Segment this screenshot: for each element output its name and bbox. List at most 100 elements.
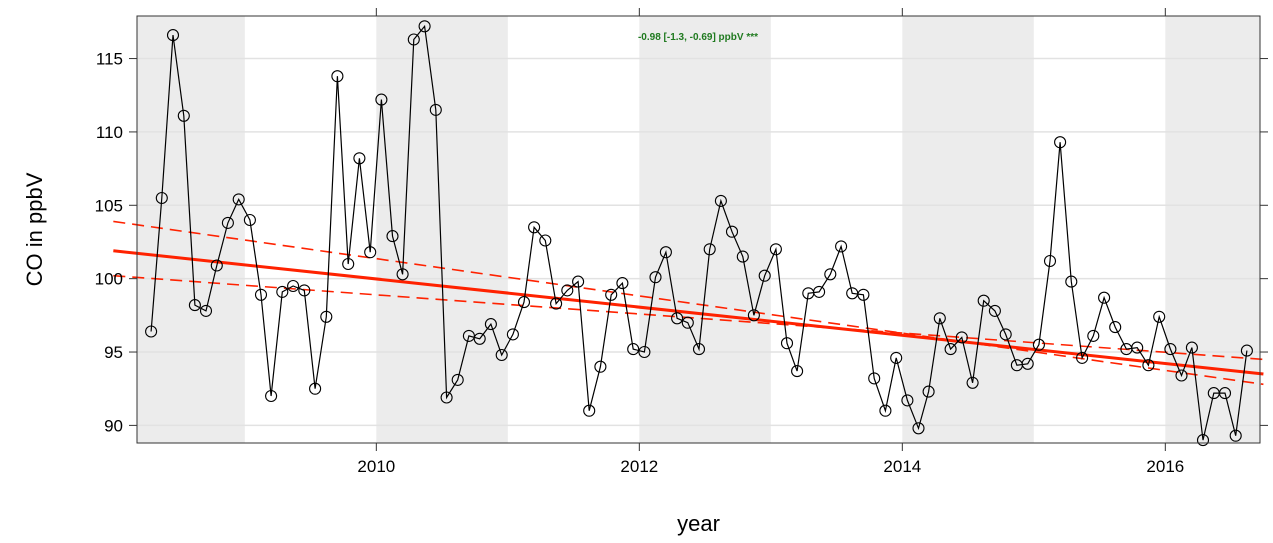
data-point	[999, 328, 1012, 341]
data-point	[747, 309, 760, 322]
year-shade	[902, 16, 1034, 443]
data-point	[561, 284, 574, 297]
data-point	[912, 422, 925, 435]
data-point	[243, 213, 256, 227]
data-point	[232, 193, 245, 206]
data-point	[769, 243, 782, 256]
data-point	[451, 373, 464, 386]
data-point	[298, 284, 311, 297]
data-point	[692, 343, 706, 356]
data-point	[386, 230, 399, 243]
data-point	[638, 345, 651, 359]
data-point	[1131, 341, 1144, 354]
year-shade	[639, 16, 771, 443]
data-point	[758, 269, 771, 282]
data-point	[1098, 291, 1111, 304]
data-point	[1185, 341, 1198, 354]
y-tick-label: 100	[95, 270, 123, 289]
data-point	[583, 404, 596, 417]
data-point	[977, 294, 990, 307]
data-point	[528, 221, 541, 234]
y-axis-ticks: 90 95 100 105 110 115	[95, 50, 1268, 435]
data-point	[966, 376, 979, 389]
data-point	[473, 332, 486, 345]
data-point	[1218, 387, 1232, 400]
data-point	[539, 234, 552, 247]
data-point	[440, 391, 453, 404]
data-point	[671, 312, 684, 325]
data-point	[714, 194, 727, 207]
data-point	[933, 312, 946, 325]
data-point	[155, 191, 168, 205]
data-point	[199, 304, 213, 317]
data-point	[1043, 254, 1057, 268]
data-point	[857, 288, 870, 301]
data-point	[627, 343, 640, 356]
data-point	[342, 257, 355, 271]
data-point	[988, 304, 1001, 317]
x-tick-label: 2016	[1146, 457, 1184, 476]
data-point	[506, 328, 519, 341]
data-point	[287, 279, 300, 293]
x-tick-label: 2010	[357, 457, 395, 476]
data-point	[221, 216, 234, 229]
y-axis-title: CO in ppbV	[22, 172, 47, 286]
data-point	[824, 268, 837, 281]
data-point	[879, 404, 892, 417]
data-point	[1032, 338, 1045, 351]
data-point	[649, 271, 662, 284]
y-tick-label: 110	[96, 123, 123, 142]
data-point	[188, 299, 201, 312]
year-shade	[1165, 16, 1260, 443]
data-point	[605, 288, 618, 301]
data-point	[145, 325, 158, 338]
data-point	[659, 246, 672, 259]
data-point	[407, 33, 420, 46]
series-co	[145, 20, 1253, 447]
data-point	[1109, 321, 1122, 334]
data-point	[1065, 275, 1078, 288]
data-point	[418, 20, 431, 33]
data-point	[1196, 434, 1210, 447]
trend-annotation: -0.98 [-1.3, -0.69] ppbV ***	[638, 32, 758, 43]
data-point	[791, 365, 804, 378]
data-point	[484, 318, 497, 331]
grid-lines	[137, 57, 1260, 427]
data-point	[1164, 343, 1177, 356]
data-point	[944, 343, 957, 356]
series-line	[150, 24, 1248, 441]
y-tick-label: 115	[96, 50, 123, 69]
data-point	[1142, 359, 1155, 372]
data-point	[1054, 136, 1067, 149]
trend-upper-ci	[113, 220, 1264, 386]
x-axis-ticks: 2010 2012 2014 2016	[357, 8, 1184, 476]
data-point	[331, 70, 344, 83]
trend-line	[113, 249, 1264, 376]
year-shading	[137, 16, 1260, 443]
data-point	[265, 389, 278, 403]
data-point	[495, 348, 508, 362]
data-point	[375, 93, 388, 106]
data-point	[1175, 369, 1188, 382]
data-point	[396, 268, 409, 281]
plot-frame	[136, 15, 1261, 444]
data-point	[901, 394, 914, 407]
data-point	[517, 296, 531, 309]
data-point	[922, 385, 935, 398]
y-tick-label: 90	[104, 416, 123, 435]
data-point	[177, 109, 190, 122]
data-point	[276, 285, 289, 298]
data-point	[813, 285, 826, 298]
data-point	[1229, 429, 1242, 442]
year-shade	[376, 16, 508, 443]
data-point	[353, 152, 366, 165]
data-point	[594, 360, 607, 373]
data-point	[309, 382, 322, 395]
data-point	[1076, 351, 1089, 364]
data-point	[166, 29, 180, 42]
data-point	[835, 240, 848, 253]
data-point	[703, 243, 716, 256]
data-point	[1087, 329, 1100, 342]
x-tick-label: 2014	[883, 457, 921, 476]
